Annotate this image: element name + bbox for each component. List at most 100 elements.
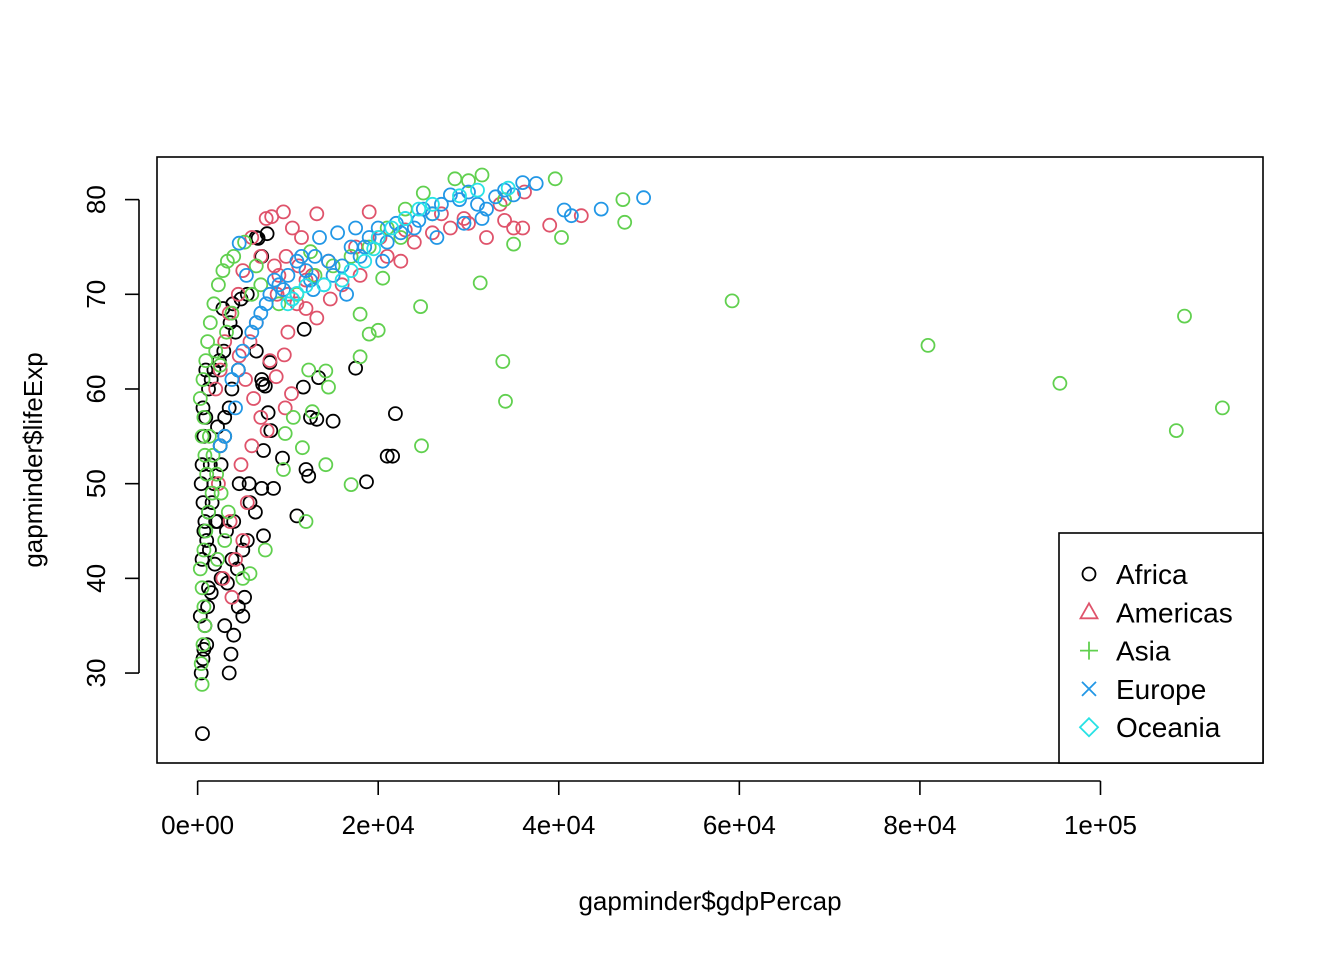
point-africa-37 bbox=[379, 448, 395, 464]
point-americas-39 bbox=[361, 204, 377, 220]
point-europe-42 bbox=[593, 201, 609, 217]
point-africa-84 bbox=[203, 585, 219, 600]
point-africa-88 bbox=[247, 504, 263, 520]
y-tick-label-2: 50 bbox=[81, 469, 111, 498]
point-americas-0 bbox=[224, 589, 240, 605]
point-asia-31 bbox=[201, 428, 217, 444]
legend-symbol-oceania bbox=[1078, 716, 1100, 738]
point-americas-66 bbox=[433, 206, 449, 222]
legend-item-europe: Europe bbox=[1081, 674, 1206, 705]
point-africa-1 bbox=[193, 665, 209, 681]
point-americas-56 bbox=[246, 391, 262, 406]
y-axis: 30 40 50 60 70 80 bbox=[81, 185, 140, 688]
x-tick-label-3: 6e+04 bbox=[703, 810, 776, 840]
point-africa-74 bbox=[221, 400, 237, 416]
legend-symbol-africa bbox=[1081, 566, 1097, 582]
point-asia-42 bbox=[298, 514, 314, 529]
point-americas-10 bbox=[277, 400, 293, 416]
point-europe-33 bbox=[470, 196, 485, 212]
point-asia-34 bbox=[213, 485, 229, 501]
x-tick-label-2: 4e+04 bbox=[522, 810, 595, 840]
point-oceania-13 bbox=[424, 196, 440, 212]
point-europe-58 bbox=[275, 282, 291, 298]
y-tick-label-3: 60 bbox=[81, 375, 111, 404]
point-europe-26 bbox=[406, 220, 422, 236]
point-americas-15 bbox=[280, 324, 296, 340]
point-europe-20 bbox=[352, 248, 368, 264]
point-americas-3 bbox=[235, 533, 251, 548]
point-europe-38 bbox=[515, 175, 531, 191]
legend-label-asia: Asia bbox=[1116, 636, 1171, 667]
y-tick-label-1: 40 bbox=[81, 564, 111, 593]
point-asia-40 bbox=[257, 542, 273, 558]
point-asia-25 bbox=[237, 234, 253, 250]
point-europe-23 bbox=[379, 234, 395, 250]
point-asia-28 bbox=[212, 357, 228, 373]
legend-symbol-europe bbox=[1081, 681, 1097, 697]
point-africa-85 bbox=[219, 575, 235, 591]
point-europe-48 bbox=[330, 225, 346, 241]
point-americas-43 bbox=[280, 286, 296, 302]
point-asia-2 bbox=[195, 637, 211, 652]
point-asia-17 bbox=[198, 353, 214, 369]
point-americas-44 bbox=[289, 296, 305, 312]
point-americas-36 bbox=[284, 220, 300, 236]
point-europe-5 bbox=[224, 372, 240, 387]
point-oceania-5 bbox=[334, 272, 350, 288]
point-americas-40 bbox=[253, 248, 269, 264]
point-africa-91 bbox=[195, 400, 211, 416]
point-asia-18 bbox=[200, 334, 216, 350]
point-asia-68 bbox=[1177, 308, 1192, 324]
point-asia-5 bbox=[194, 580, 210, 596]
point-africa-64 bbox=[199, 533, 215, 548]
point-americas-4 bbox=[222, 514, 238, 529]
point-asia-27 bbox=[208, 343, 224, 359]
point-europe-28 bbox=[424, 206, 440, 222]
point-asia-33 bbox=[209, 466, 225, 482]
point-asia-22 bbox=[215, 263, 231, 279]
point-asia-88 bbox=[393, 230, 409, 245]
point-americas-53 bbox=[242, 334, 258, 350]
point-africa-0 bbox=[195, 726, 210, 741]
point-asia-20 bbox=[206, 296, 222, 312]
point-africa-16 bbox=[219, 523, 234, 539]
point-europe-8 bbox=[212, 438, 228, 454]
point-oceania-15 bbox=[470, 182, 485, 198]
point-europe-39 bbox=[528, 176, 544, 191]
point-africa-10 bbox=[237, 589, 253, 605]
point-africa-34 bbox=[325, 413, 341, 429]
point-asia-52 bbox=[352, 349, 368, 365]
point-asia-61 bbox=[498, 393, 513, 409]
point-oceania-2 bbox=[289, 285, 305, 301]
point-oceania-10 bbox=[384, 220, 400, 236]
point-americas-13 bbox=[262, 353, 278, 369]
y-axis-title: gapminder$lifeExp bbox=[18, 352, 48, 567]
point-africa-63 bbox=[197, 514, 213, 529]
point-europe-32 bbox=[461, 184, 476, 200]
point-asia-51 bbox=[343, 477, 359, 493]
point-asia-46 bbox=[285, 409, 301, 425]
series-oceania bbox=[280, 180, 516, 312]
point-asia-49 bbox=[318, 363, 334, 379]
point-americas-42 bbox=[271, 267, 287, 283]
point-asia-63 bbox=[617, 214, 633, 230]
point-africa-81 bbox=[213, 457, 229, 473]
point-asia-73 bbox=[547, 171, 563, 187]
point-asia-53 bbox=[370, 322, 386, 338]
point-africa-89 bbox=[239, 533, 255, 548]
point-asia-54 bbox=[361, 326, 377, 342]
legend-label-europe: Europe bbox=[1116, 674, 1206, 705]
point-oceania-14 bbox=[452, 188, 467, 204]
point-africa-77 bbox=[216, 343, 232, 359]
point-asia-10 bbox=[204, 485, 220, 501]
point-oceania-9 bbox=[370, 230, 386, 245]
point-asia-14 bbox=[196, 409, 212, 425]
point-americas-41 bbox=[266, 258, 282, 274]
point-asia-74 bbox=[615, 192, 631, 208]
point-asia-4 bbox=[196, 599, 212, 615]
point-americas-26 bbox=[479, 230, 494, 245]
point-europe-62 bbox=[248, 315, 264, 331]
point-africa-49 bbox=[259, 226, 275, 242]
point-europe-43 bbox=[636, 190, 651, 206]
